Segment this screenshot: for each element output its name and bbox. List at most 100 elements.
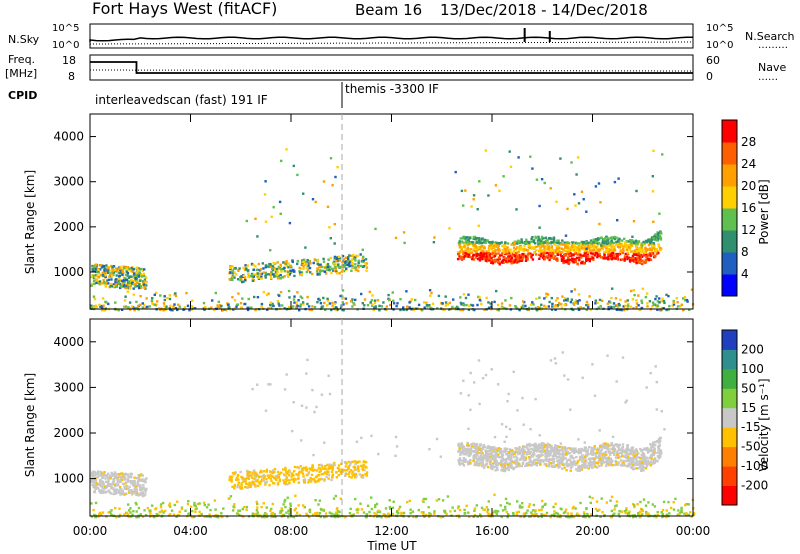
- scatter-point: [117, 475, 121, 478]
- scatter-point: [520, 464, 523, 468]
- scatter-point: [491, 465, 495, 468]
- scatter-point: [164, 306, 167, 310]
- scatter-point: [388, 505, 392, 509]
- scatter-point: [572, 308, 575, 312]
- scatter-point: [539, 446, 542, 450]
- scatter-point: [474, 443, 477, 446]
- scatter-point: [539, 247, 542, 251]
- scatter-point: [480, 515, 483, 518]
- scatter-point: [254, 308, 257, 312]
- scatter-point: [104, 275, 107, 279]
- scatter-point: [110, 264, 113, 268]
- scatter-point: [244, 302, 247, 306]
- scatter-point: [107, 278, 110, 281]
- scatter-point: [529, 254, 533, 257]
- scatter-point: [333, 461, 336, 465]
- scatter-point: [284, 483, 288, 486]
- scatter-point: [292, 515, 295, 519]
- scatter-point: [501, 244, 504, 248]
- scatter-point: [251, 472, 254, 475]
- scatter-point: [485, 255, 488, 258]
- power-scatter: [90, 148, 695, 312]
- scatter-point: [472, 236, 475, 239]
- scatter-point: [289, 502, 292, 505]
- scatter-point: [465, 504, 468, 507]
- scatter-point: [611, 444, 615, 447]
- scatter-point: [641, 509, 644, 513]
- scatter-point: [429, 294, 432, 297]
- scatter-point: [368, 510, 371, 514]
- scatter-point: [651, 190, 655, 193]
- scatter-point: [303, 478, 307, 481]
- y-tick-label: 1000: [53, 265, 84, 279]
- scatter-point: [493, 510, 496, 513]
- scatter-point: [519, 246, 523, 249]
- scatter-point: [656, 308, 659, 311]
- scatter-point: [512, 246, 516, 249]
- scatter-point: [627, 244, 630, 247]
- scatter-point: [499, 448, 502, 452]
- scatter-point: [280, 471, 283, 474]
- scatter-point: [579, 255, 583, 258]
- scatter-point: [619, 242, 622, 246]
- scatter-point: [493, 259, 496, 263]
- scatter-point: [473, 247, 476, 250]
- scatter-point: [494, 184, 498, 187]
- scatter-point: [290, 474, 294, 477]
- scatter-point: [582, 511, 586, 514]
- scatter-point: [135, 490, 138, 493]
- scatter-point: [252, 275, 256, 278]
- scatter-point: [623, 259, 626, 262]
- scatter-point: [272, 273, 275, 276]
- scatter-point: [347, 460, 350, 464]
- scatter-point: [517, 247, 520, 250]
- scatter-point: [106, 279, 109, 282]
- scatter-point: [141, 491, 144, 494]
- scatter-point: [512, 249, 515, 252]
- scatter-point: [688, 308, 691, 311]
- scatter-point: [115, 285, 119, 288]
- scatter-point: [358, 473, 361, 476]
- scatter-point: [296, 262, 299, 266]
- scatter-point: [246, 264, 249, 267]
- scatter-point: [334, 301, 337, 304]
- scatter-point: [101, 486, 104, 489]
- scatter-point: [493, 465, 496, 469]
- scatter-point: [145, 477, 148, 480]
- scatter-point: [307, 260, 311, 263]
- scatter-point: [544, 252, 547, 255]
- scatter-point: [153, 293, 156, 296]
- scatter-point: [593, 254, 596, 257]
- scatter-point: [502, 306, 505, 310]
- scatter-point: [640, 246, 644, 249]
- scatter-point: [544, 502, 547, 506]
- scatter-point: [253, 469, 256, 472]
- scatter-point: [198, 510, 201, 514]
- scatter-point: [464, 241, 467, 245]
- scatter-point: [306, 258, 309, 262]
- scatter-point: [597, 464, 601, 468]
- scatter-point: [535, 450, 539, 453]
- scatter-point: [471, 304, 475, 307]
- scatter-point: [492, 458, 495, 461]
- scatter-point: [625, 240, 629, 243]
- scatter-point: [507, 464, 511, 468]
- scatter-point: [536, 445, 539, 449]
- scatter-point: [287, 474, 290, 477]
- scatter-point: [468, 253, 471, 257]
- scatter-point: [246, 306, 249, 310]
- scatter-point: [98, 474, 102, 477]
- cpid-label: CPID: [8, 89, 37, 102]
- scatter-point: [544, 458, 548, 461]
- scatter-point: [500, 455, 503, 458]
- scatter-point: [119, 279, 122, 282]
- scatter-point: [524, 304, 527, 308]
- scatter-point: [251, 277, 254, 280]
- scatter-point: [542, 237, 545, 240]
- scatter-point: [504, 299, 507, 302]
- scatter-point: [601, 243, 604, 247]
- scatter-point: [144, 488, 147, 492]
- scatter-point: [198, 502, 201, 505]
- scatter-point: [110, 513, 113, 516]
- scatter-point: [263, 475, 266, 478]
